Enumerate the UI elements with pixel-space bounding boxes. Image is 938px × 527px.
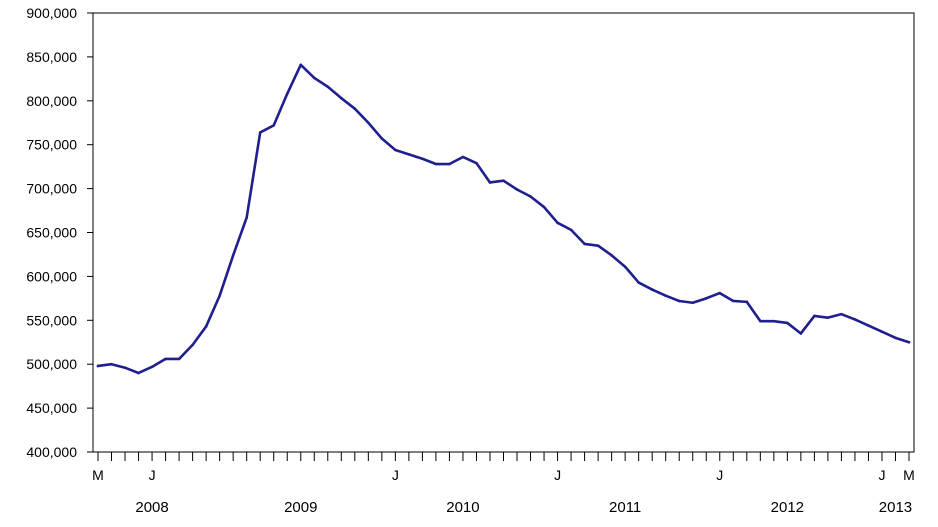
data-point: [110, 362, 113, 366]
y-tick-label: 500,000: [26, 356, 77, 372]
x-year-label: 2008: [135, 499, 168, 516]
data-point: [596, 244, 600, 247]
data-point: [677, 299, 681, 303]
data-point: [907, 340, 911, 344]
data-point: [285, 92, 289, 96]
data-point: [394, 148, 397, 152]
data-point: [556, 221, 559, 225]
series-layer: [96, 63, 911, 375]
x-month-label: J: [149, 467, 156, 483]
data-point: [772, 319, 776, 323]
plot-frame: [92, 12, 915, 453]
data-point: [312, 76, 316, 80]
data-point: [380, 137, 384, 140]
data-point: [434, 162, 438, 166]
data-point: [637, 281, 640, 284]
data-point: [123, 366, 127, 370]
y-tick-label: 850,000: [26, 49, 77, 65]
y-tick-label: 550,000: [26, 312, 77, 328]
data-point: [461, 155, 465, 159]
data-point: [258, 131, 262, 134]
data-point: [583, 242, 586, 246]
data-point: [826, 316, 830, 319]
data-point: [610, 254, 613, 257]
data-point: [231, 254, 235, 257]
data-point: [488, 181, 492, 184]
data-point: [353, 107, 357, 111]
y-tick-label: 600,000: [26, 268, 77, 284]
data-point: [272, 124, 276, 127]
data-point: [853, 318, 857, 321]
data-point: [529, 195, 532, 198]
data-point: [880, 330, 884, 334]
y-tick-label: 400,000: [26, 444, 77, 460]
data-point: [299, 63, 303, 67]
data-point: [799, 332, 803, 335]
y-tick-label: 650,000: [26, 225, 77, 241]
x-month-label: J: [392, 467, 399, 483]
x-year-label: 2012: [771, 499, 804, 516]
data-point: [502, 179, 505, 182]
data-point: [840, 312, 843, 316]
data-point: [177, 357, 181, 361]
data-point: [191, 343, 194, 347]
data-point: [867, 324, 870, 327]
data-point: [204, 325, 208, 328]
data-point: [164, 357, 167, 361]
data-point: [786, 321, 789, 325]
x-month-label: J: [554, 467, 561, 483]
x-month-label: M: [903, 467, 915, 483]
x-year-label: 2009: [284, 499, 317, 516]
data-point: [650, 288, 654, 291]
data-point: [326, 85, 330, 89]
y-tick-label: 750,000: [26, 137, 77, 153]
data-point: [96, 364, 100, 368]
data-point: [515, 188, 519, 191]
data-point: [745, 300, 749, 304]
x-month-label: M: [92, 467, 104, 483]
data-point: [448, 162, 451, 166]
data-point: [137, 371, 140, 375]
x-month-label: J: [716, 467, 723, 483]
data-point: [245, 216, 248, 219]
data-point: [407, 153, 411, 156]
data-point: [718, 291, 722, 295]
data-point: [475, 161, 478, 165]
data-point: [569, 228, 573, 232]
data-point: [731, 299, 735, 303]
data-point: [150, 365, 154, 369]
data-point: [664, 294, 667, 298]
data-point: [421, 157, 424, 161]
x-year-label: 2010: [446, 499, 479, 516]
data-point: [691, 301, 695, 305]
y-tick-label: 700,000: [26, 181, 77, 197]
data-point: [542, 205, 546, 209]
y-tick-label: 800,000: [26, 93, 77, 109]
series-line: [96, 63, 911, 375]
data-point: [704, 297, 708, 300]
data-point: [218, 294, 221, 298]
x-year-label: 2013: [879, 499, 912, 516]
x-year-label: 2011: [609, 499, 641, 516]
data-point: [623, 265, 627, 269]
x-month-label: J: [878, 467, 885, 483]
data-point: [894, 336, 897, 340]
y-axis: 900,000 850,000 800,000 750,000 700,000 650,0…: [26, 5, 93, 460]
y-tick-label: 900,000: [26, 5, 77, 21]
x-axis: M J J J J J M 2008 2009 2010 2011 2012 2013: [92, 452, 915, 516]
data-point: [340, 96, 343, 100]
y-tick-label: 450,000: [26, 400, 77, 416]
data-point: [367, 121, 370, 125]
data-point: [759, 319, 762, 323]
data-point: [813, 314, 816, 318]
